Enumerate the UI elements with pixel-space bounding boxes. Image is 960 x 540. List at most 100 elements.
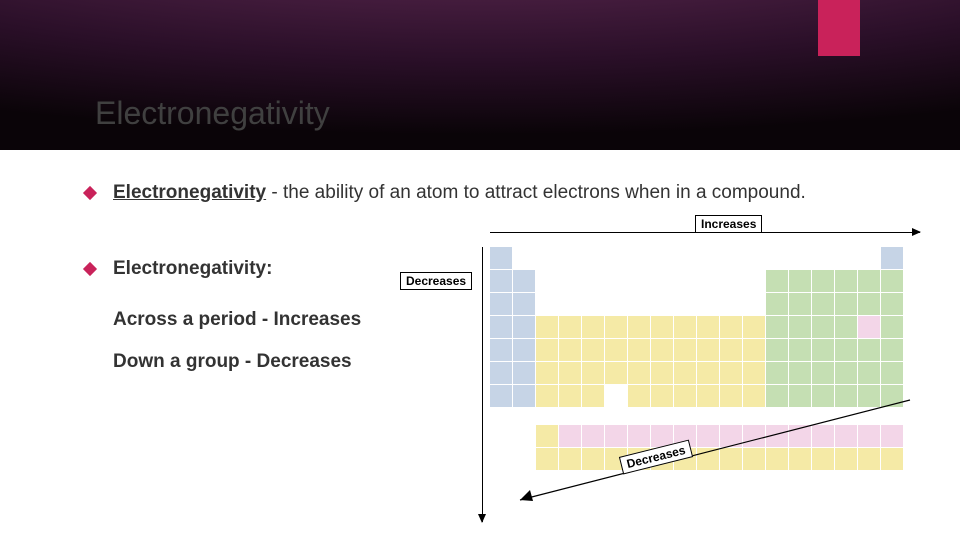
element-cell — [490, 270, 512, 292]
element-cell — [720, 362, 742, 384]
element-cell — [513, 316, 535, 338]
element-cell — [720, 316, 742, 338]
element-cell — [490, 362, 512, 384]
element-cell — [490, 247, 512, 269]
accent-tab — [818, 0, 860, 56]
element-cell — [743, 270, 765, 292]
element-cell — [881, 293, 903, 315]
element-cell — [812, 339, 834, 361]
element-cell — [789, 316, 811, 338]
diagonal-arrow — [500, 390, 920, 510]
bullet-2-text: Electronegativity: — [113, 256, 272, 282]
element-cell — [651, 247, 673, 269]
element-cell — [582, 247, 604, 269]
element-cell — [605, 362, 627, 384]
element-cell — [605, 247, 627, 269]
element-cell — [490, 339, 512, 361]
element-cell — [835, 293, 857, 315]
element-cell — [628, 293, 650, 315]
element-cell — [582, 362, 604, 384]
element-cell — [881, 270, 903, 292]
element-cell — [812, 270, 834, 292]
element-cell — [835, 247, 857, 269]
element-cell — [697, 316, 719, 338]
element-cell — [605, 293, 627, 315]
element-cell — [651, 293, 673, 315]
increases-label: Increases — [695, 215, 762, 233]
element-cell — [789, 339, 811, 361]
element-cell — [858, 339, 880, 361]
element-cell — [720, 247, 742, 269]
element-cell — [651, 362, 673, 384]
element-cell — [651, 270, 673, 292]
element-cell — [559, 316, 581, 338]
element-cell — [674, 362, 696, 384]
element-cell — [559, 247, 581, 269]
element-cell — [812, 293, 834, 315]
element-cell — [766, 339, 788, 361]
element-cell — [559, 270, 581, 292]
element-cell — [720, 339, 742, 361]
element-cell — [697, 293, 719, 315]
bullet-icon — [83, 262, 97, 276]
element-cell — [674, 270, 696, 292]
element-cell — [513, 293, 535, 315]
element-cell — [651, 339, 673, 361]
element-cell — [559, 339, 581, 361]
element-cell — [697, 270, 719, 292]
periodic-table-main — [490, 247, 903, 407]
element-cell — [536, 270, 558, 292]
element-cell — [858, 270, 880, 292]
element-cell — [789, 247, 811, 269]
element-cell — [628, 270, 650, 292]
element-cell — [628, 247, 650, 269]
element-cell — [812, 247, 834, 269]
element-cell — [835, 316, 857, 338]
bullet-1: Electronegativity - the ability of an at… — [85, 180, 915, 206]
element-cell — [513, 339, 535, 361]
slide-header: Electronegativity — [0, 0, 960, 150]
element-cell — [628, 316, 650, 338]
element-cell — [697, 362, 719, 384]
element-cell — [490, 293, 512, 315]
element-cell — [582, 270, 604, 292]
element-cell — [697, 247, 719, 269]
element-cell — [835, 270, 857, 292]
element-cell — [858, 316, 880, 338]
element-cell — [536, 362, 558, 384]
element-cell — [835, 339, 857, 361]
element-cell — [743, 247, 765, 269]
element-cell — [789, 270, 811, 292]
element-cell — [605, 316, 627, 338]
element-cell — [743, 316, 765, 338]
element-cell — [628, 339, 650, 361]
element-cell — [605, 339, 627, 361]
definition-rest: - the ability of an atom to attract elec… — [266, 182, 806, 203]
element-cell — [559, 362, 581, 384]
element-cell — [536, 247, 558, 269]
element-cell — [697, 339, 719, 361]
element-cell — [674, 247, 696, 269]
element-cell — [743, 293, 765, 315]
element-cell — [490, 316, 512, 338]
element-cell — [536, 293, 558, 315]
element-cell — [720, 270, 742, 292]
element-cell — [582, 316, 604, 338]
element-cell — [789, 362, 811, 384]
element-cell — [743, 362, 765, 384]
element-cell — [858, 293, 880, 315]
element-cell — [582, 293, 604, 315]
element-cell — [766, 247, 788, 269]
element-cell — [513, 247, 535, 269]
element-cell — [582, 339, 604, 361]
element-cell — [766, 362, 788, 384]
element-cell — [858, 247, 880, 269]
vertical-arrow — [482, 247, 483, 522]
element-cell — [881, 247, 903, 269]
element-cell — [766, 316, 788, 338]
bullet-1-text: Electronegativity - the ability of an at… — [113, 180, 806, 206]
definition-term: Electronegativity — [113, 182, 266, 203]
element-cell — [674, 316, 696, 338]
element-cell — [674, 339, 696, 361]
element-cell — [674, 293, 696, 315]
